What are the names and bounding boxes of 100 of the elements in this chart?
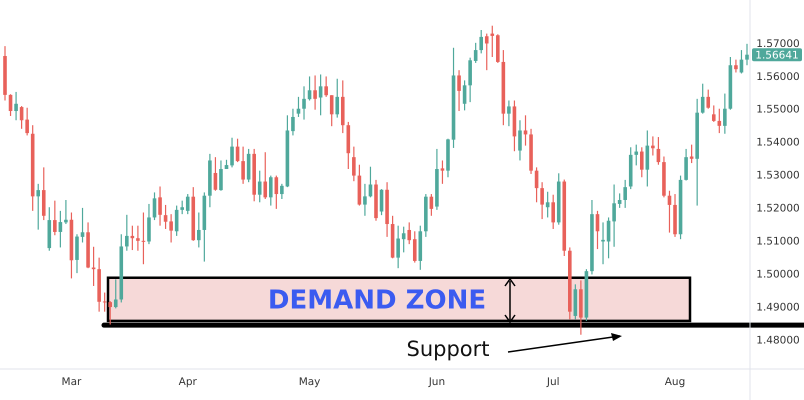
candlestick (14, 91, 18, 121)
candlestick (36, 183, 40, 230)
candlestick (186, 193, 190, 215)
candlestick (363, 183, 367, 216)
candlestick (534, 166, 538, 203)
y-tick-label: 1.48000 (756, 334, 800, 346)
candlestick (618, 192, 622, 208)
candlestick (412, 230, 417, 264)
candlestick (507, 100, 511, 127)
candlestick (479, 29, 484, 54)
candlestick (142, 212, 146, 265)
candlestick (430, 193, 434, 216)
candlestick (318, 74, 322, 116)
candlestick (174, 204, 178, 236)
candlestick (158, 186, 162, 226)
candlestick (656, 136, 660, 166)
candlestick (8, 94, 12, 117)
candlestick (684, 148, 688, 182)
candlestick (623, 179, 627, 208)
candlestick (53, 200, 57, 236)
y-tick-label: 1.55000 (756, 104, 800, 116)
candlestick (263, 152, 268, 200)
candlestick (551, 194, 555, 230)
candlestick (524, 114, 528, 146)
y-tick-label: 1.51000 (756, 236, 800, 248)
candlestick (102, 292, 106, 312)
y-tick-label: 1.56000 (756, 70, 800, 83)
candlestick (407, 222, 412, 245)
candlestick (152, 192, 156, 221)
candlestick (280, 183, 284, 200)
y-tick-label: 1.54000 (756, 136, 800, 149)
candlestick (58, 210, 62, 248)
candlestick (352, 146, 356, 182)
y-tick-label: 1.50000 (756, 268, 800, 280)
candlestick (164, 204, 168, 230)
candlestick (313, 74, 317, 110)
candlestick (380, 188, 384, 216)
candlestick (302, 86, 306, 120)
candlestick (474, 42, 478, 64)
candlestick (169, 214, 173, 244)
candlestick (634, 144, 638, 166)
candlestick (236, 138, 240, 163)
candlestick (274, 175, 278, 210)
candlestick (668, 190, 672, 234)
candlestick (330, 94, 334, 127)
candlestick (268, 175, 273, 206)
legend-label: Support (406, 337, 490, 362)
candlestick (484, 33, 489, 71)
candlestick (596, 210, 600, 250)
candlestick (308, 76, 312, 102)
band-label: DEMAND ZONE (268, 285, 486, 316)
candlestick (462, 80, 466, 111)
x-tick-label: Jun (428, 376, 446, 388)
y-tick-label: 1.53000 (756, 170, 800, 182)
candlestick (540, 182, 544, 220)
x-tick-label: Aug (664, 376, 686, 388)
y-tick-label: 1.52000 (756, 202, 800, 215)
candlestick (690, 144, 694, 164)
candlestick (136, 225, 140, 252)
candlestick (734, 59, 738, 74)
candlestick (64, 199, 68, 225)
y-tick-label: 1.49000 (756, 301, 800, 314)
text: 1.56641 (755, 49, 799, 62)
candlestick (214, 156, 218, 192)
candlestick (718, 108, 722, 134)
candlestick (180, 200, 184, 215)
candlestick (108, 300, 112, 326)
candlestick (712, 104, 716, 122)
candlestick (125, 214, 129, 252)
candlestick (706, 89, 710, 110)
candlestick (402, 226, 406, 253)
candlestick (740, 49, 744, 74)
candlestick (25, 107, 29, 136)
candlestick (490, 25, 494, 58)
candlestick (324, 76, 328, 98)
candlestick (745, 43, 749, 66)
candlestick (114, 278, 118, 309)
x-tick-label: May (298, 376, 320, 388)
candlestick (368, 166, 372, 198)
x-tick-label: Mar (62, 376, 82, 388)
candlestick (700, 83, 704, 114)
candlestick (197, 212, 201, 248)
candlestick (20, 105, 24, 130)
candlestick (258, 170, 262, 203)
x-tick-label: Apr (178, 376, 198, 388)
candlestick (296, 96, 300, 118)
candlestick (640, 146, 644, 178)
candlestick (241, 146, 245, 184)
candlestick (457, 70, 461, 112)
x-tick-label: Jul (546, 376, 560, 388)
candlestick (723, 92, 727, 134)
candlestick (651, 136, 655, 156)
candlestick (518, 120, 522, 162)
candlestick (335, 78, 340, 118)
candlestick (396, 225, 400, 269)
y-tick-label: 1.57000 (756, 38, 800, 50)
candlestick (291, 108, 295, 136)
candlestick (601, 222, 605, 265)
candlestick (606, 216, 610, 259)
candlestick (612, 184, 616, 248)
